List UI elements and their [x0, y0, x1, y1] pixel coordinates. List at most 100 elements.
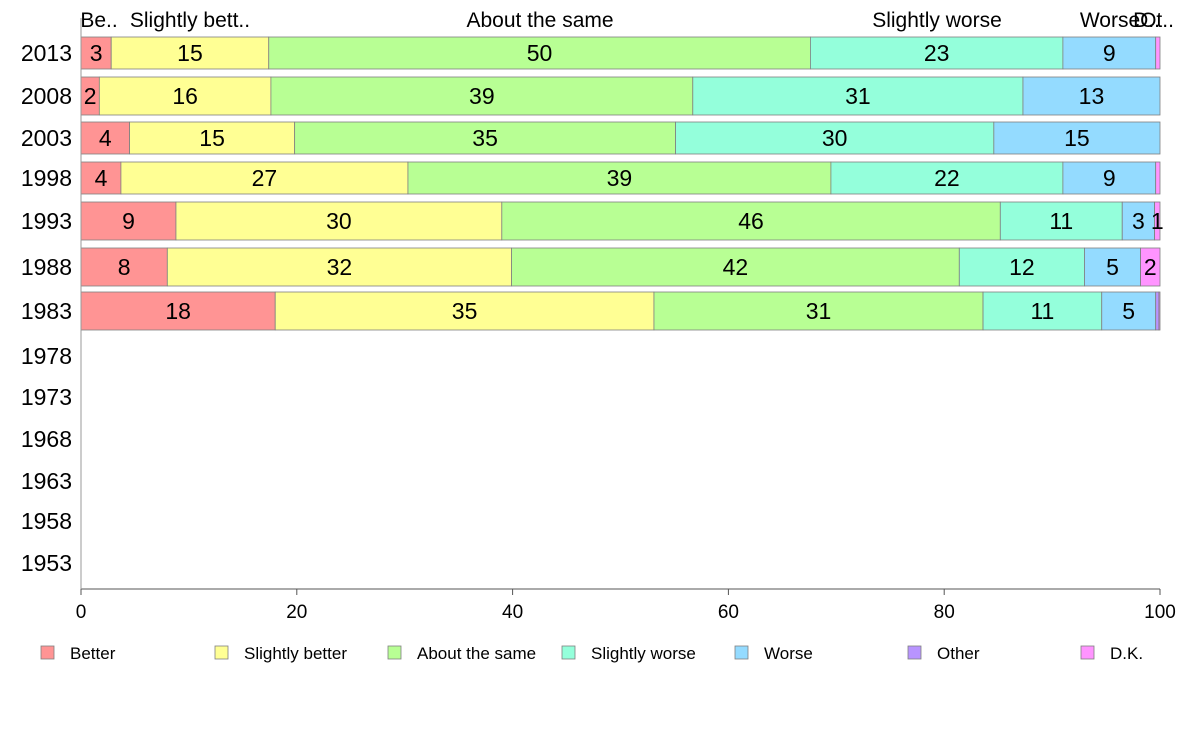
bar-segment	[294, 121, 676, 155]
bar-segment	[1154, 201, 1161, 241]
bar-value-label: 4	[95, 165, 108, 191]
legend-label: Better	[70, 644, 116, 663]
bar-segment	[501, 201, 1001, 241]
bar-value-label: 9	[122, 208, 135, 234]
y-tick-label: 1983	[21, 298, 72, 324]
bar-value-label: 31	[845, 83, 871, 109]
bar-value-labels: 3 15 50 23 92 16 39 31 134 15 35 30 154 27 39 22 99 30 46 1…	[84, 40, 1164, 324]
bar-segment	[110, 36, 270, 70]
legend-swatch	[214, 645, 229, 660]
bar-segment	[166, 247, 512, 287]
bar-value-label: 12	[1009, 254, 1035, 280]
legend-swatch	[907, 645, 922, 660]
bar-value-label: 31	[806, 298, 832, 324]
bar-value-label: 15	[177, 40, 203, 66]
legend-swatch	[387, 645, 402, 660]
bar-value-label: 3	[90, 40, 103, 66]
bar-value-label: 13	[1079, 83, 1105, 109]
bar-segment	[80, 121, 130, 155]
bar-value-label: 46	[738, 208, 764, 234]
bar-value-label: 2	[1144, 254, 1157, 280]
bar-segment	[1155, 161, 1161, 195]
bar-segment	[675, 121, 995, 155]
y-tick-label: 1998	[21, 165, 72, 191]
legend-swatch	[734, 645, 749, 660]
y-tick-label: 1988	[21, 254, 72, 280]
bar-segment	[407, 161, 832, 195]
bar-value-label: 35	[452, 298, 478, 324]
bar-value-label: 35	[472, 125, 498, 151]
bar-segment	[80, 291, 276, 331]
bar-segment	[999, 201, 1123, 241]
legend: Better Slightly better About the same Sligh…	[40, 644, 1143, 663]
x-tick-label: 40	[502, 602, 523, 623]
bar-value-label: 9	[1103, 40, 1116, 66]
bar-value-label: 39	[469, 83, 495, 109]
series-top-label: Ot..	[1140, 9, 1174, 32]
series-top-label: Be..	[80, 9, 117, 32]
bar-stacks	[80, 36, 1161, 331]
bar-segment	[270, 76, 694, 116]
x-tick-label: 80	[934, 602, 955, 623]
legend-label: Slightly better	[244, 644, 347, 663]
series-top-label: D..	[1133, 9, 1160, 32]
y-tick-label: 1953	[21, 550, 72, 576]
bar-value-label: 22	[934, 165, 960, 191]
bar-value-label: 39	[607, 165, 633, 191]
bar-segment	[993, 121, 1161, 155]
bar-segment	[1121, 201, 1156, 241]
bar-value-label: 32	[327, 254, 353, 280]
bar-segment	[511, 247, 960, 287]
y-tick-label: 1968	[21, 426, 72, 452]
bar-value-label: 1	[1151, 208, 1164, 234]
bar-segment	[80, 247, 168, 287]
y-axis-tick-labels: 2013 2008 2003 1998 1993 1988 1983 1978 1973 1968…	[21, 40, 72, 576]
bar-value-label: 11	[1049, 208, 1073, 234]
x-tick-label: 0	[76, 602, 87, 623]
x-axis: 0 20 40 60 80 100	[76, 18, 1176, 623]
bar-segment	[1155, 36, 1161, 70]
bar-segment	[1084, 247, 1141, 287]
bar-value-label: 15	[1064, 125, 1090, 151]
series-top-label: Worse	[1080, 9, 1140, 32]
bar-value-label: 11	[1030, 298, 1054, 324]
bar-segment	[1062, 161, 1157, 195]
series-top-labels: Be.. Slightly bett.. About the same Slightl…	[80, 9, 1174, 32]
bar-value-label: 9	[1103, 165, 1116, 191]
x-tick-label: 100	[1144, 602, 1176, 623]
bar-value-label: 30	[822, 125, 848, 151]
y-tick-label: 2013	[21, 40, 72, 66]
bar-value-label: 5	[1122, 298, 1135, 324]
bar-value-label: 23	[924, 40, 950, 66]
y-tick-label: 1993	[21, 208, 72, 234]
legend-label: About the same	[417, 644, 536, 663]
series-top-label: Slightly bett..	[130, 9, 250, 32]
legend-swatch	[1080, 645, 1095, 660]
bar-segment	[1158, 291, 1161, 331]
legend-swatch	[40, 645, 55, 660]
bar-segment	[98, 76, 272, 116]
bar-segment	[129, 121, 296, 155]
legend-label: D.K.	[1110, 644, 1143, 663]
legend-swatch	[561, 645, 576, 660]
bar-value-label: 5	[1106, 254, 1119, 280]
bar-value-label: 30	[326, 208, 352, 234]
y-tick-label: 1963	[21, 468, 72, 494]
legend-label: Other	[937, 644, 980, 663]
bar-value-label: 8	[118, 254, 131, 280]
bar-segment	[1062, 36, 1157, 70]
y-tick-label: 2008	[21, 83, 72, 109]
bar-value-label: 50	[527, 40, 553, 66]
bar-segment	[958, 247, 1085, 287]
bar-segment	[653, 291, 984, 331]
bar-segment	[1155, 291, 1160, 331]
y-tick-label: 1958	[21, 508, 72, 534]
bar-segment	[1022, 76, 1161, 116]
bar-segment	[982, 291, 1103, 331]
bar-value-label: 3	[1132, 208, 1145, 234]
legend-label: Worse	[764, 644, 813, 663]
bar-segment	[120, 161, 409, 195]
series-top-label: About the same	[466, 9, 613, 32]
legend-label: Slightly worse	[591, 644, 696, 663]
